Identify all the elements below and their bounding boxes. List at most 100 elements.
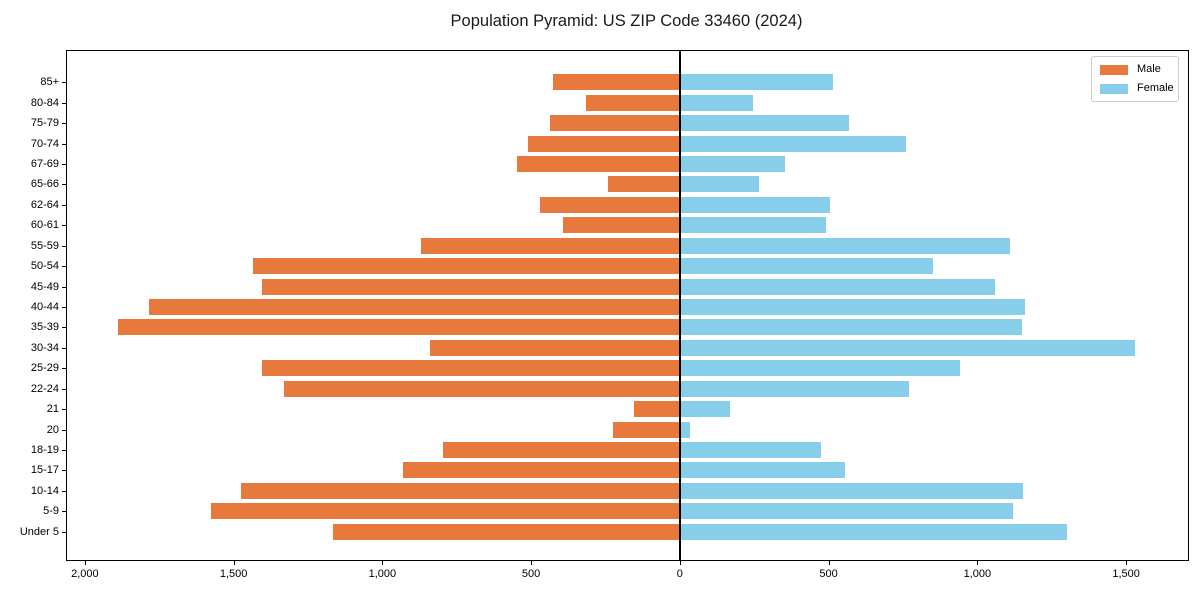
x-tick-mark: [679, 561, 681, 565]
female-bar-20: [679, 421, 691, 438]
x-tick-label-1,000: 1,000: [963, 568, 992, 580]
female-bar-75-79: [679, 115, 850, 132]
y-tick-mark: [62, 102, 66, 104]
male-bar-40-44: [148, 299, 680, 316]
plot-area: Male Female 85+ 80-84 75-79 70-74 67-69 65-66…: [20, 50, 1189, 580]
y-tick-mark: [62, 531, 66, 533]
x-tick-mark: [233, 561, 235, 565]
y-tick-mark: [62, 368, 66, 370]
male-bar-25-29: [261, 360, 680, 377]
female-bar-65-66: [679, 176, 759, 193]
x-tick-label-500: 500: [819, 568, 838, 580]
y-tick-mark: [62, 490, 66, 492]
male-legend-swatch: [1100, 64, 1128, 75]
male-bar-85+: [553, 74, 680, 91]
female-bar-22-24: [679, 380, 909, 397]
female-bar-80-84: [679, 94, 753, 111]
y-tick-mark: [62, 409, 66, 411]
male-bar-35-39: [117, 319, 680, 336]
y-tick-label-65-66: 65-66: [30, 178, 59, 191]
x-tick-mark: [828, 561, 830, 565]
male-bar-10-14: [241, 482, 680, 499]
female-bar-55-59: [679, 237, 1011, 254]
legend-item-female: Female: [1100, 83, 1178, 94]
female-bar-25-29: [679, 360, 960, 377]
y-tick-label-5-9: 5-9: [43, 505, 59, 518]
y-tick-label-62-64: 62-64: [30, 198, 59, 211]
male-bar-22-24: [284, 380, 680, 397]
x-tick-mark: [382, 561, 384, 565]
y-tick-mark: [62, 245, 66, 247]
y-tick-label-20: 20: [46, 423, 59, 436]
female-bar-62-64: [679, 196, 831, 213]
female-legend-swatch: [1100, 83, 1128, 94]
zero-axis-line: [679, 51, 681, 560]
male-bar-62-64: [540, 196, 680, 213]
y-tick-mark: [62, 511, 66, 513]
y-tick-mark: [62, 429, 66, 431]
legend-item-male: Male: [1100, 64, 1178, 75]
female-bar-5-9: [679, 503, 1014, 520]
female-bar-67-69: [679, 156, 786, 173]
y-tick-label-35-39: 35-39: [30, 321, 59, 334]
male-bar-70-74: [527, 135, 680, 152]
y-tick-label-18-19: 18-19: [30, 444, 59, 457]
y-tick-mark: [62, 470, 66, 472]
y-tick-mark: [62, 164, 66, 166]
male-bar-60-61: [563, 217, 680, 234]
x-tick-mark: [531, 561, 533, 565]
y-tick-label-80-84: 80-84: [30, 96, 59, 109]
y-tick-mark: [62, 225, 66, 227]
y-tick-label-67-69: 67-69: [30, 158, 59, 171]
female-bar-70-74: [679, 135, 906, 152]
y-tick-label-40-44: 40-44: [30, 301, 59, 314]
male-bar-20: [612, 421, 680, 438]
y-tick-label-Under 5: Under 5: [19, 525, 59, 538]
y-tick-mark: [62, 327, 66, 329]
y-tick-mark: [62, 347, 66, 349]
female-bar-45-49: [679, 278, 996, 295]
x-tick-label-0: 0: [676, 568, 683, 580]
y-tick-mark: [62, 184, 66, 186]
female-legend-label: Female: [1137, 82, 1174, 94]
female-bar-85+: [679, 74, 834, 91]
female-bar-35-39: [679, 319, 1022, 336]
y-tick-label-15-17: 15-17: [30, 464, 59, 477]
y-tick-mark: [62, 388, 66, 390]
female-bar-40-44: [679, 299, 1025, 316]
legend: Male Female: [1091, 56, 1179, 102]
male-bar-75-79: [549, 115, 680, 132]
male-bar-30-34: [429, 339, 680, 356]
male-bar-5-9: [211, 503, 680, 520]
female-bar-30-34: [679, 339, 1136, 356]
y-tick-mark: [62, 286, 66, 288]
y-tick-label-45-49: 45-49: [30, 280, 59, 293]
y-tick-label-85+: 85+: [40, 76, 59, 89]
male-bar-15-17: [403, 462, 680, 479]
female-bar-18-19: [679, 442, 822, 459]
male-legend-label: Male: [1137, 63, 1161, 75]
chart-title: Population Pyramid: US ZIP Code 33460 (2…: [450, 12, 803, 30]
y-tick-label-30-34: 30-34: [30, 341, 59, 354]
y-tick-mark: [62, 143, 66, 145]
male-bar-45-49: [261, 278, 680, 295]
y-tick-label-60-61: 60-61: [30, 219, 59, 232]
y-tick-label-22-24: 22-24: [30, 382, 59, 395]
y-tick-label-21: 21: [46, 403, 59, 416]
male-bar-55-59: [421, 237, 680, 254]
y-tick-mark: [62, 266, 66, 268]
male-bar-21: [633, 401, 680, 418]
male-bar-67-69: [516, 156, 680, 173]
female-bar-60-61: [679, 217, 826, 234]
female-bar-10-14: [679, 482, 1024, 499]
male-bar-80-84: [586, 94, 680, 111]
x-tick-label-1,500: 1,500: [219, 568, 248, 580]
female-bar-21: [679, 401, 731, 418]
x-tick-mark: [1126, 561, 1128, 565]
male-bar-18-19: [443, 442, 680, 459]
y-tick-mark: [62, 307, 66, 309]
y-tick-label-70-74: 70-74: [30, 137, 59, 150]
x-tick-label-2,000: 2,000: [71, 568, 99, 580]
y-tick-mark: [62, 82, 66, 84]
